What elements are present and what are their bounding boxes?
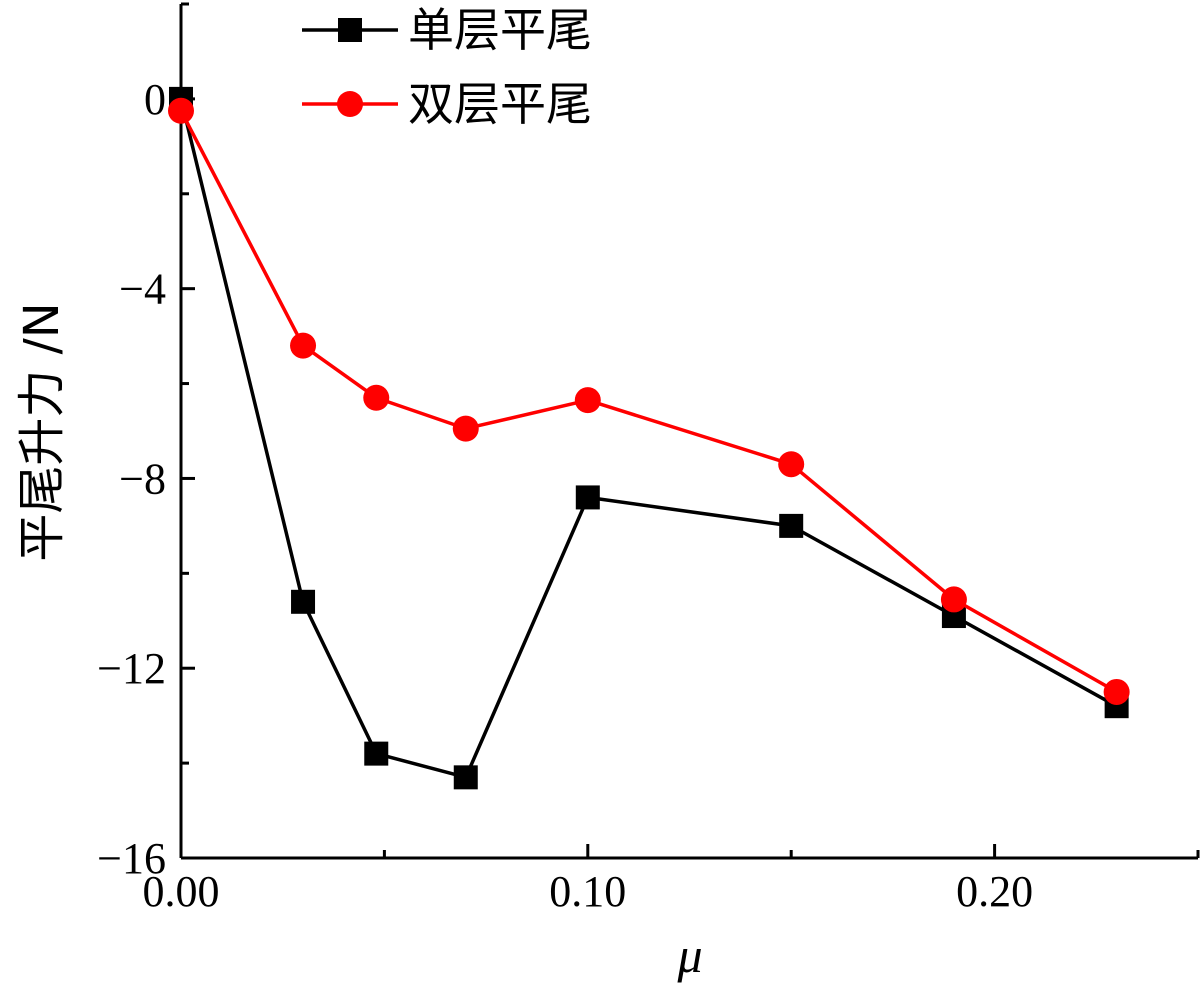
data-point [575, 485, 600, 510]
legend-label: 双层平尾 [408, 77, 592, 131]
axes [179, 4, 1198, 860]
data-point [452, 415, 479, 442]
legend-label: 单层平尾 [408, 3, 592, 57]
x-tick-label: 0.20 [956, 867, 1033, 916]
ticks [179, 2, 1200, 860]
data-point [1103, 678, 1130, 705]
series-line [179, 98, 1118, 780]
y-tick-label: −16 [97, 834, 166, 883]
series-line [179, 109, 1118, 694]
y-tick-label: −8 [119, 454, 166, 503]
data-point [363, 384, 390, 411]
legend-marker [337, 91, 363, 117]
y-axis-title: 平尾升力 /N [14, 302, 70, 561]
y-tick-label: −4 [119, 265, 166, 314]
legend-marker [338, 18, 362, 42]
series-layer [168, 86, 1130, 790]
legend-entry: 双层平尾 [302, 77, 592, 131]
x-axis-title: μ [676, 927, 702, 983]
series-1 [169, 86, 1129, 790]
x-tick-label: 0.00 [143, 867, 220, 916]
x-tick-label: 0.10 [549, 867, 626, 916]
series-2 [168, 97, 1130, 705]
data-point [453, 765, 478, 790]
legend-entry: 单层平尾 [302, 3, 592, 57]
data-point [291, 589, 316, 614]
data-point [779, 513, 804, 538]
data-point [168, 97, 194, 124]
data-point [290, 332, 317, 359]
y-tick-label: 0 [144, 75, 166, 124]
data-point [940, 586, 967, 613]
y-tick-label: −12 [97, 644, 166, 693]
data-point [574, 387, 601, 414]
data-point [778, 451, 805, 478]
tick-labels: 0.00 0.10 0.20 0 −4 −8 −12 −16 [97, 75, 1033, 916]
data-point [364, 741, 389, 766]
